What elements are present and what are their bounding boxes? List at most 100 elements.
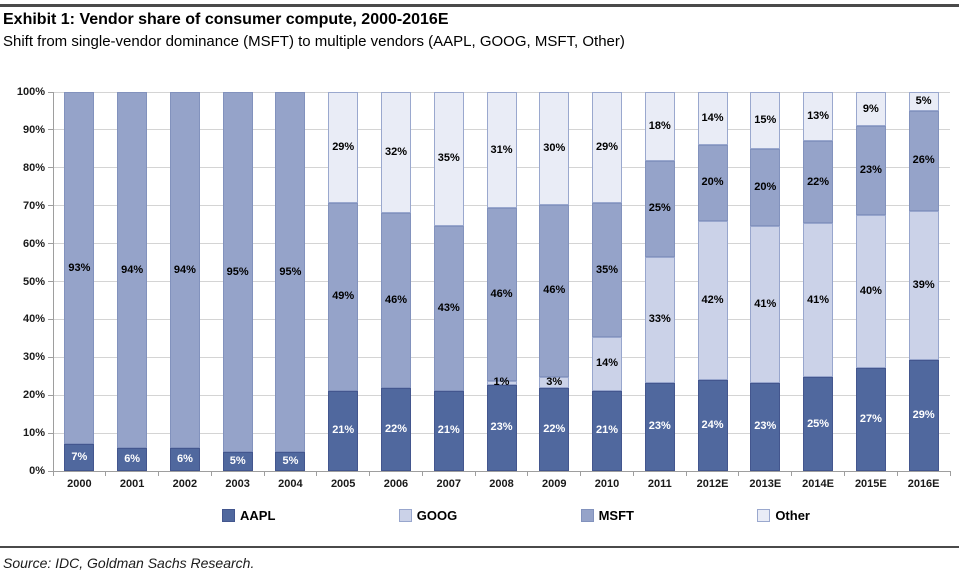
bar-segment-goog xyxy=(750,225,781,383)
bar-segment-msft xyxy=(433,225,464,391)
x-axis-label: 2013E xyxy=(749,478,782,490)
bar-segment-other xyxy=(486,92,517,209)
x-axis-tick xyxy=(949,471,951,476)
x-axis-tick xyxy=(896,471,898,476)
segment-label: 23% xyxy=(648,420,671,433)
x-axis-tick xyxy=(527,471,529,476)
legend-label-other: Other xyxy=(775,508,810,523)
y-axis-label: 40% xyxy=(22,313,45,326)
y-axis-label: 80% xyxy=(22,161,45,174)
segment-label: 33% xyxy=(648,313,671,326)
bar-segment-msft xyxy=(803,140,834,224)
y-axis-label: 90% xyxy=(22,123,45,136)
segment-label: 94% xyxy=(121,263,144,276)
segment-label: 42% xyxy=(701,293,724,306)
bar-segment-aapl xyxy=(803,377,834,471)
y-axis-tick xyxy=(48,243,53,245)
y-axis-label: 100% xyxy=(16,86,45,98)
bar-segment-msft xyxy=(222,92,253,453)
segment-label: 15% xyxy=(754,114,777,127)
bar-segment-other xyxy=(750,92,781,150)
bar-segment-other xyxy=(592,92,623,204)
segment-label: 24% xyxy=(701,419,724,431)
x-axis-tick xyxy=(316,471,318,476)
segment-label: 26% xyxy=(912,154,935,167)
chart-legend: AAPL GOOG MSFT Other xyxy=(222,508,810,523)
x-axis-tick xyxy=(421,471,423,476)
bar-segment-aapl xyxy=(486,384,517,471)
bar-segment-other xyxy=(908,92,939,112)
segment-label: 20% xyxy=(754,181,777,194)
bar-segment-msft xyxy=(117,92,148,449)
bar-segment-aapl xyxy=(117,448,148,471)
segment-label: 95% xyxy=(226,265,249,278)
bar-segment-msft xyxy=(697,145,728,221)
bar-segment-msft xyxy=(64,92,95,445)
segment-label: 31% xyxy=(490,143,513,156)
legend-swatch-goog xyxy=(398,509,412,522)
x-axis-tick xyxy=(580,471,582,476)
x-axis-tick xyxy=(210,471,212,476)
bar-segment-other xyxy=(433,92,464,226)
bar-segment-goog xyxy=(644,256,675,383)
x-axis-line xyxy=(53,471,950,472)
x-axis-tick xyxy=(791,471,793,476)
bar-segment-aapl xyxy=(64,444,95,471)
bar-segment-aapl xyxy=(908,359,939,471)
y-axis-label: 20% xyxy=(22,389,45,402)
x-axis-tick xyxy=(474,471,476,476)
y-axis-label: 10% xyxy=(22,427,45,440)
x-axis-label: 2000 xyxy=(67,478,92,490)
bar-segment-msft xyxy=(169,92,200,449)
y-axis-tick xyxy=(48,318,53,320)
segment-label: 27% xyxy=(859,412,882,425)
y-axis-label: 50% xyxy=(22,275,45,288)
segment-label: 25% xyxy=(648,202,671,215)
x-axis-label: 2001 xyxy=(119,478,145,490)
y-axis-label: 70% xyxy=(22,199,45,212)
x-axis-label: 2014E xyxy=(802,478,834,490)
source-note: Source: IDC, Goldman Sachs Research. xyxy=(3,555,255,571)
legend-label-msft: MSFT xyxy=(598,508,634,523)
segment-label: 21% xyxy=(332,424,355,437)
x-axis-label: 2012E xyxy=(696,478,729,490)
bar-segment-msft xyxy=(486,208,517,381)
segment-label: 14% xyxy=(701,112,724,125)
bar-segment-goog xyxy=(486,380,517,385)
y-axis-tick xyxy=(48,470,53,472)
y-axis-tick xyxy=(48,432,53,434)
y-axis-tick xyxy=(48,394,53,396)
legend-label-aapl: AAPL xyxy=(240,508,276,523)
segment-label: 25% xyxy=(807,417,830,430)
segment-label: 35% xyxy=(596,263,619,276)
y-axis-tick xyxy=(48,167,53,169)
segment-label: 23% xyxy=(754,420,777,433)
segment-label: 23% xyxy=(490,421,513,434)
segment-label: 18% xyxy=(648,119,671,132)
bar-segment-other xyxy=(328,92,359,204)
y-axis-line xyxy=(53,92,54,471)
segment-label: 29% xyxy=(596,141,619,153)
y-axis-tick xyxy=(48,205,53,207)
segment-label: 6% xyxy=(176,453,193,466)
bar-segment-msft xyxy=(644,160,675,257)
x-axis-label: 2003 xyxy=(225,478,250,490)
exhibit-subtitle: Shift from single-vendor dominance (MSFT… xyxy=(3,33,625,50)
bar-segment-msft xyxy=(908,111,939,211)
x-axis-label: 2011 xyxy=(647,478,672,490)
bar-segment-aapl xyxy=(380,387,411,471)
segment-label: 41% xyxy=(807,293,830,306)
bottom-divider xyxy=(0,546,959,548)
bar-segment-msft xyxy=(539,204,570,378)
segment-label: 22% xyxy=(543,423,566,436)
bar-segment-goog xyxy=(592,337,623,391)
y-axis-label: 0% xyxy=(29,465,45,477)
segment-label: 32% xyxy=(384,146,407,159)
y-axis-label: 60% xyxy=(22,237,45,250)
x-axis-label: 2016E xyxy=(907,478,940,490)
segment-label: 14% xyxy=(596,357,619,370)
bar-segment-other xyxy=(803,92,834,141)
bar-segment-msft xyxy=(275,92,306,453)
bar-segment-aapl xyxy=(697,380,728,471)
